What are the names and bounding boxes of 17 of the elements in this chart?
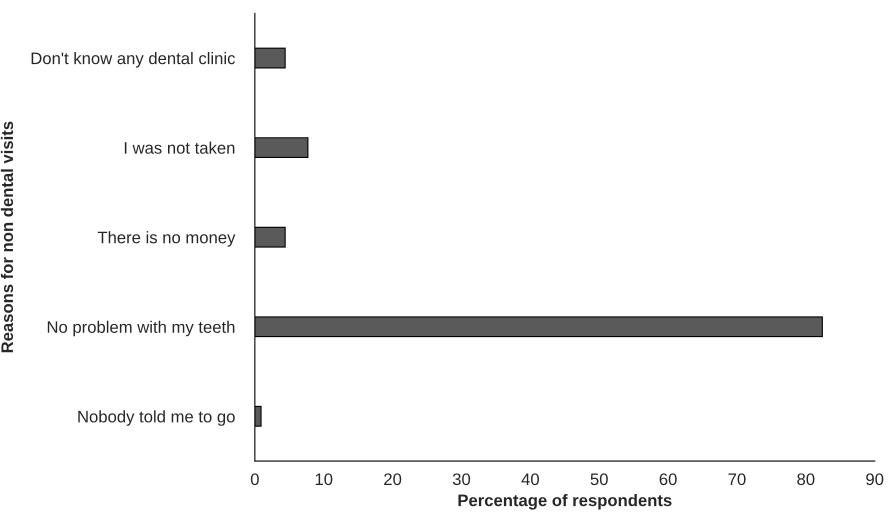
y-tick-label: I was not taken: [124, 142, 234, 154]
x-tick-label: 30: [452, 473, 470, 486]
x-tick-label: 40: [521, 473, 539, 486]
y-tick-label: Don't know any dental clinic: [32, 52, 235, 68]
x-tick-label: 90: [866, 473, 884, 486]
x-axis-title: Percentage of respondents: [458, 494, 672, 510]
y-axis-title: Reasons for non dental visits: [0, 122, 14, 352]
x-tick-label: 10: [316, 473, 332, 486]
y-tick-label: No problem with my teeth: [48, 320, 234, 336]
x-tick-label: 50: [590, 473, 608, 486]
x-tick-label: 20: [384, 473, 402, 486]
x-tick-label: 80: [797, 473, 814, 486]
y-tick-label: Nobody told me to go: [78, 410, 235, 426]
x-tick-label: 60: [660, 473, 677, 486]
y-tick-label: There is no money: [98, 231, 236, 247]
x-tick-label: 70: [728, 473, 746, 486]
x-tick-label: 0: [250, 473, 259, 486]
